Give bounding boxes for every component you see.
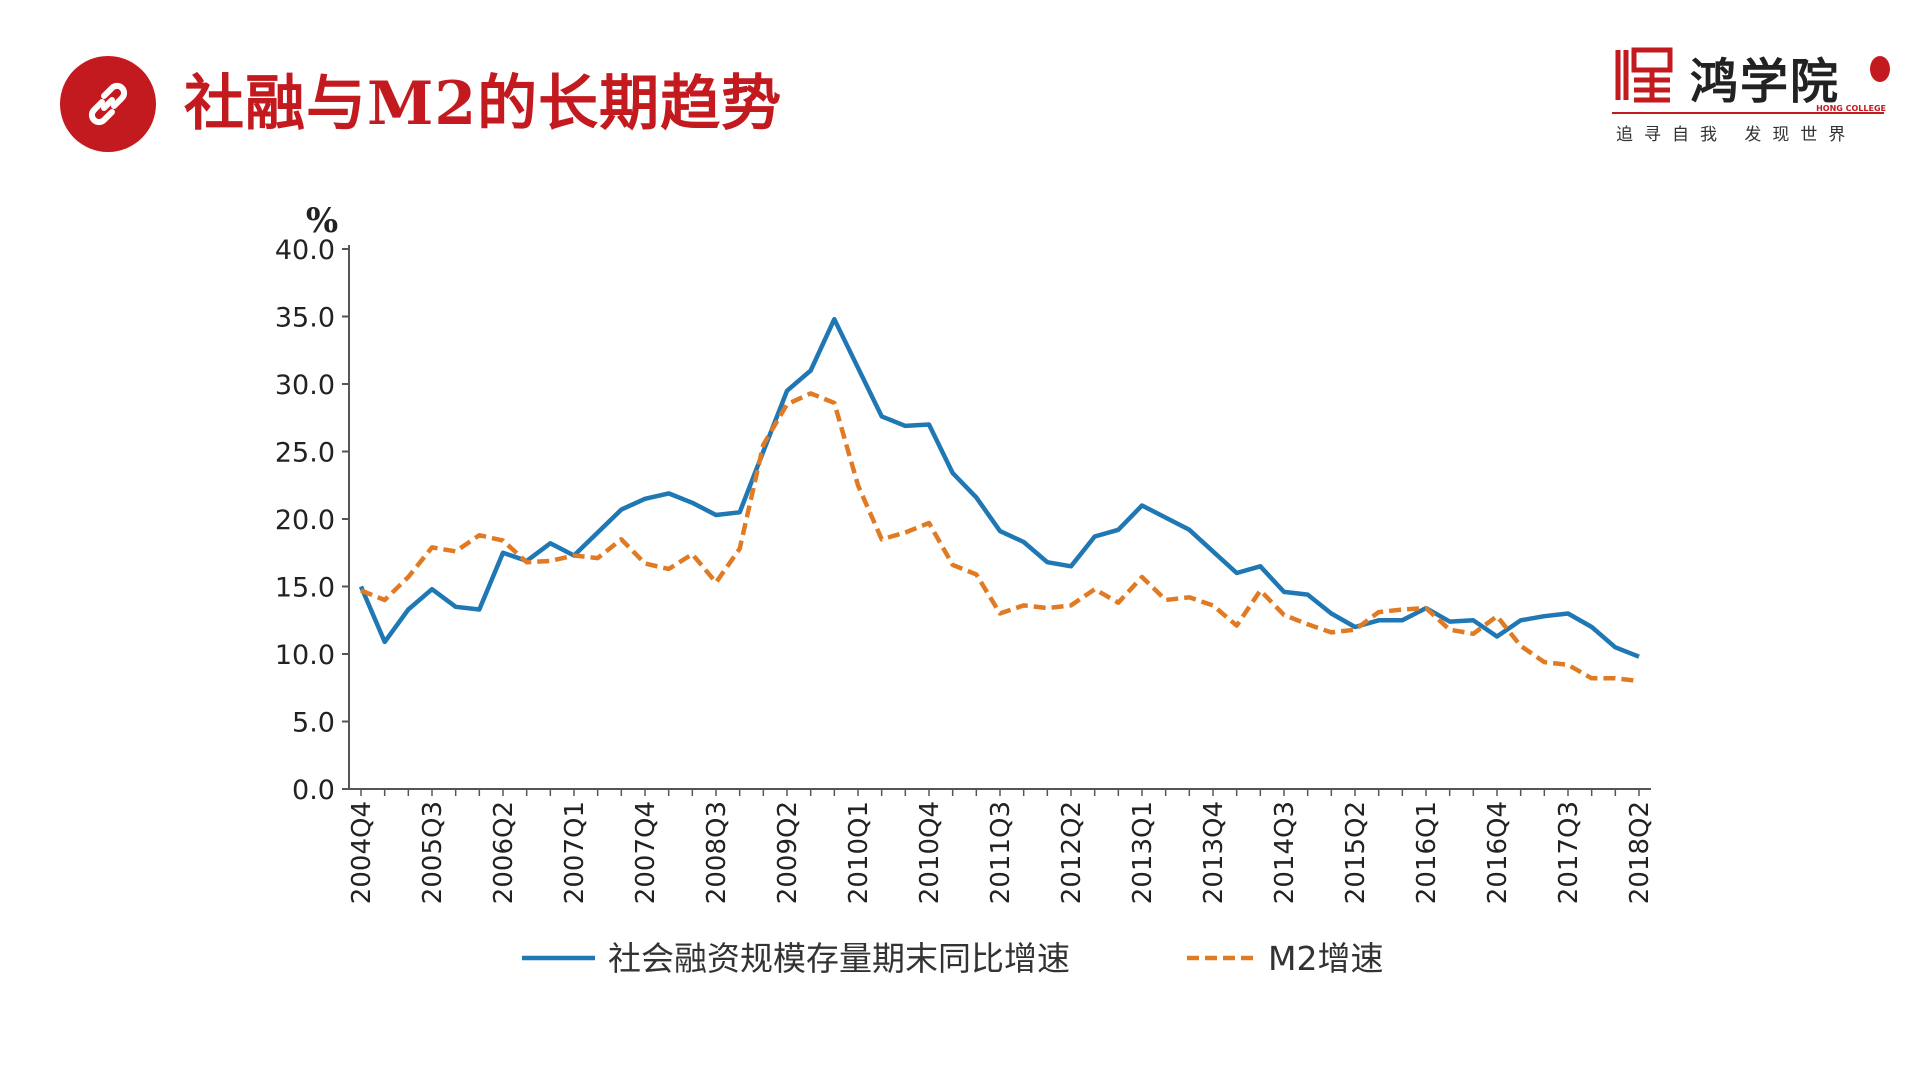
y-tick-label: 0.0	[292, 775, 335, 806]
y-tick-label: 5.0	[292, 708, 335, 739]
x-tick-label: 2007Q1	[560, 801, 590, 904]
x-tick-label: 2018Q2	[1625, 801, 1655, 904]
logo-seal-icon	[1615, 47, 1673, 103]
logo-name: 鸿学院	[1690, 54, 1841, 110]
y-tick-label: 30.0	[275, 370, 335, 401]
college-logo: 鸿学院 HONG COLLEGE 追寻自我 发现世界	[1612, 40, 1896, 150]
y-tick-label: 40.0	[275, 235, 335, 266]
x-tick-label: 2017Q3	[1554, 801, 1584, 904]
link-icon	[88, 82, 128, 126]
series-line-1	[358, 316, 1640, 659]
x-tick-label: 2004Q4	[347, 801, 377, 904]
x-tick-label: 2014Q3	[1270, 801, 1300, 904]
x-tick-label: 2007Q4	[631, 801, 661, 904]
x-tick-label: 2011Q3	[986, 801, 1016, 904]
x-tick-label: 2013Q4	[1199, 801, 1229, 904]
x-tick-label: 2009Q2	[773, 801, 803, 904]
chart-legend: 社会融资规模存量期末同比增速 M2增速	[522, 939, 1383, 978]
logo-english-name: HONG COLLEGE	[1816, 104, 1886, 113]
x-tick-label: 2012Q2	[1057, 801, 1087, 904]
y-tick-label: 20.0	[275, 505, 335, 536]
y-tick-label: 10.0	[275, 640, 335, 671]
y-tick-label: 15.0	[275, 573, 335, 604]
y-axis-label: %	[306, 201, 338, 241]
chart-axes: 0.0 5.0 10.0 15.0 20.0 25.0 30.0 35.0 40.0% 2004Q…	[275, 201, 1655, 904]
x-tick-label: 2010Q1	[844, 801, 874, 904]
x-tick-label: 2016Q4	[1483, 801, 1513, 904]
logo-stamp-icon	[1870, 56, 1890, 82]
x-tick-label: 2015Q2	[1341, 801, 1371, 904]
y-tick-label: 25.0	[275, 438, 335, 469]
x-tick-label: 2008Q3	[702, 801, 732, 904]
x-tick-label: 2010Q4	[915, 801, 945, 904]
logo-slogan: 追寻自我 发现世界	[1616, 125, 1857, 145]
x-tick-label: 2005Q3	[418, 801, 448, 904]
page-title: 社融与M2的长期趋势	[184, 69, 783, 139]
legend-label-2: M2增速	[1268, 939, 1383, 978]
legend-label-1: 社会融资规模存量期末同比增速	[608, 939, 1070, 978]
y-tick-label: 35.0	[275, 303, 335, 334]
logo-divider	[1612, 112, 1884, 114]
x-tick-label: 2013Q1	[1128, 801, 1158, 904]
series-line-2	[360, 391, 1640, 684]
chart-series	[358, 316, 1640, 684]
title-badge	[60, 56, 156, 152]
x-tick-label: 2016Q1	[1412, 801, 1442, 904]
x-tick-label: 2006Q2	[489, 801, 519, 904]
